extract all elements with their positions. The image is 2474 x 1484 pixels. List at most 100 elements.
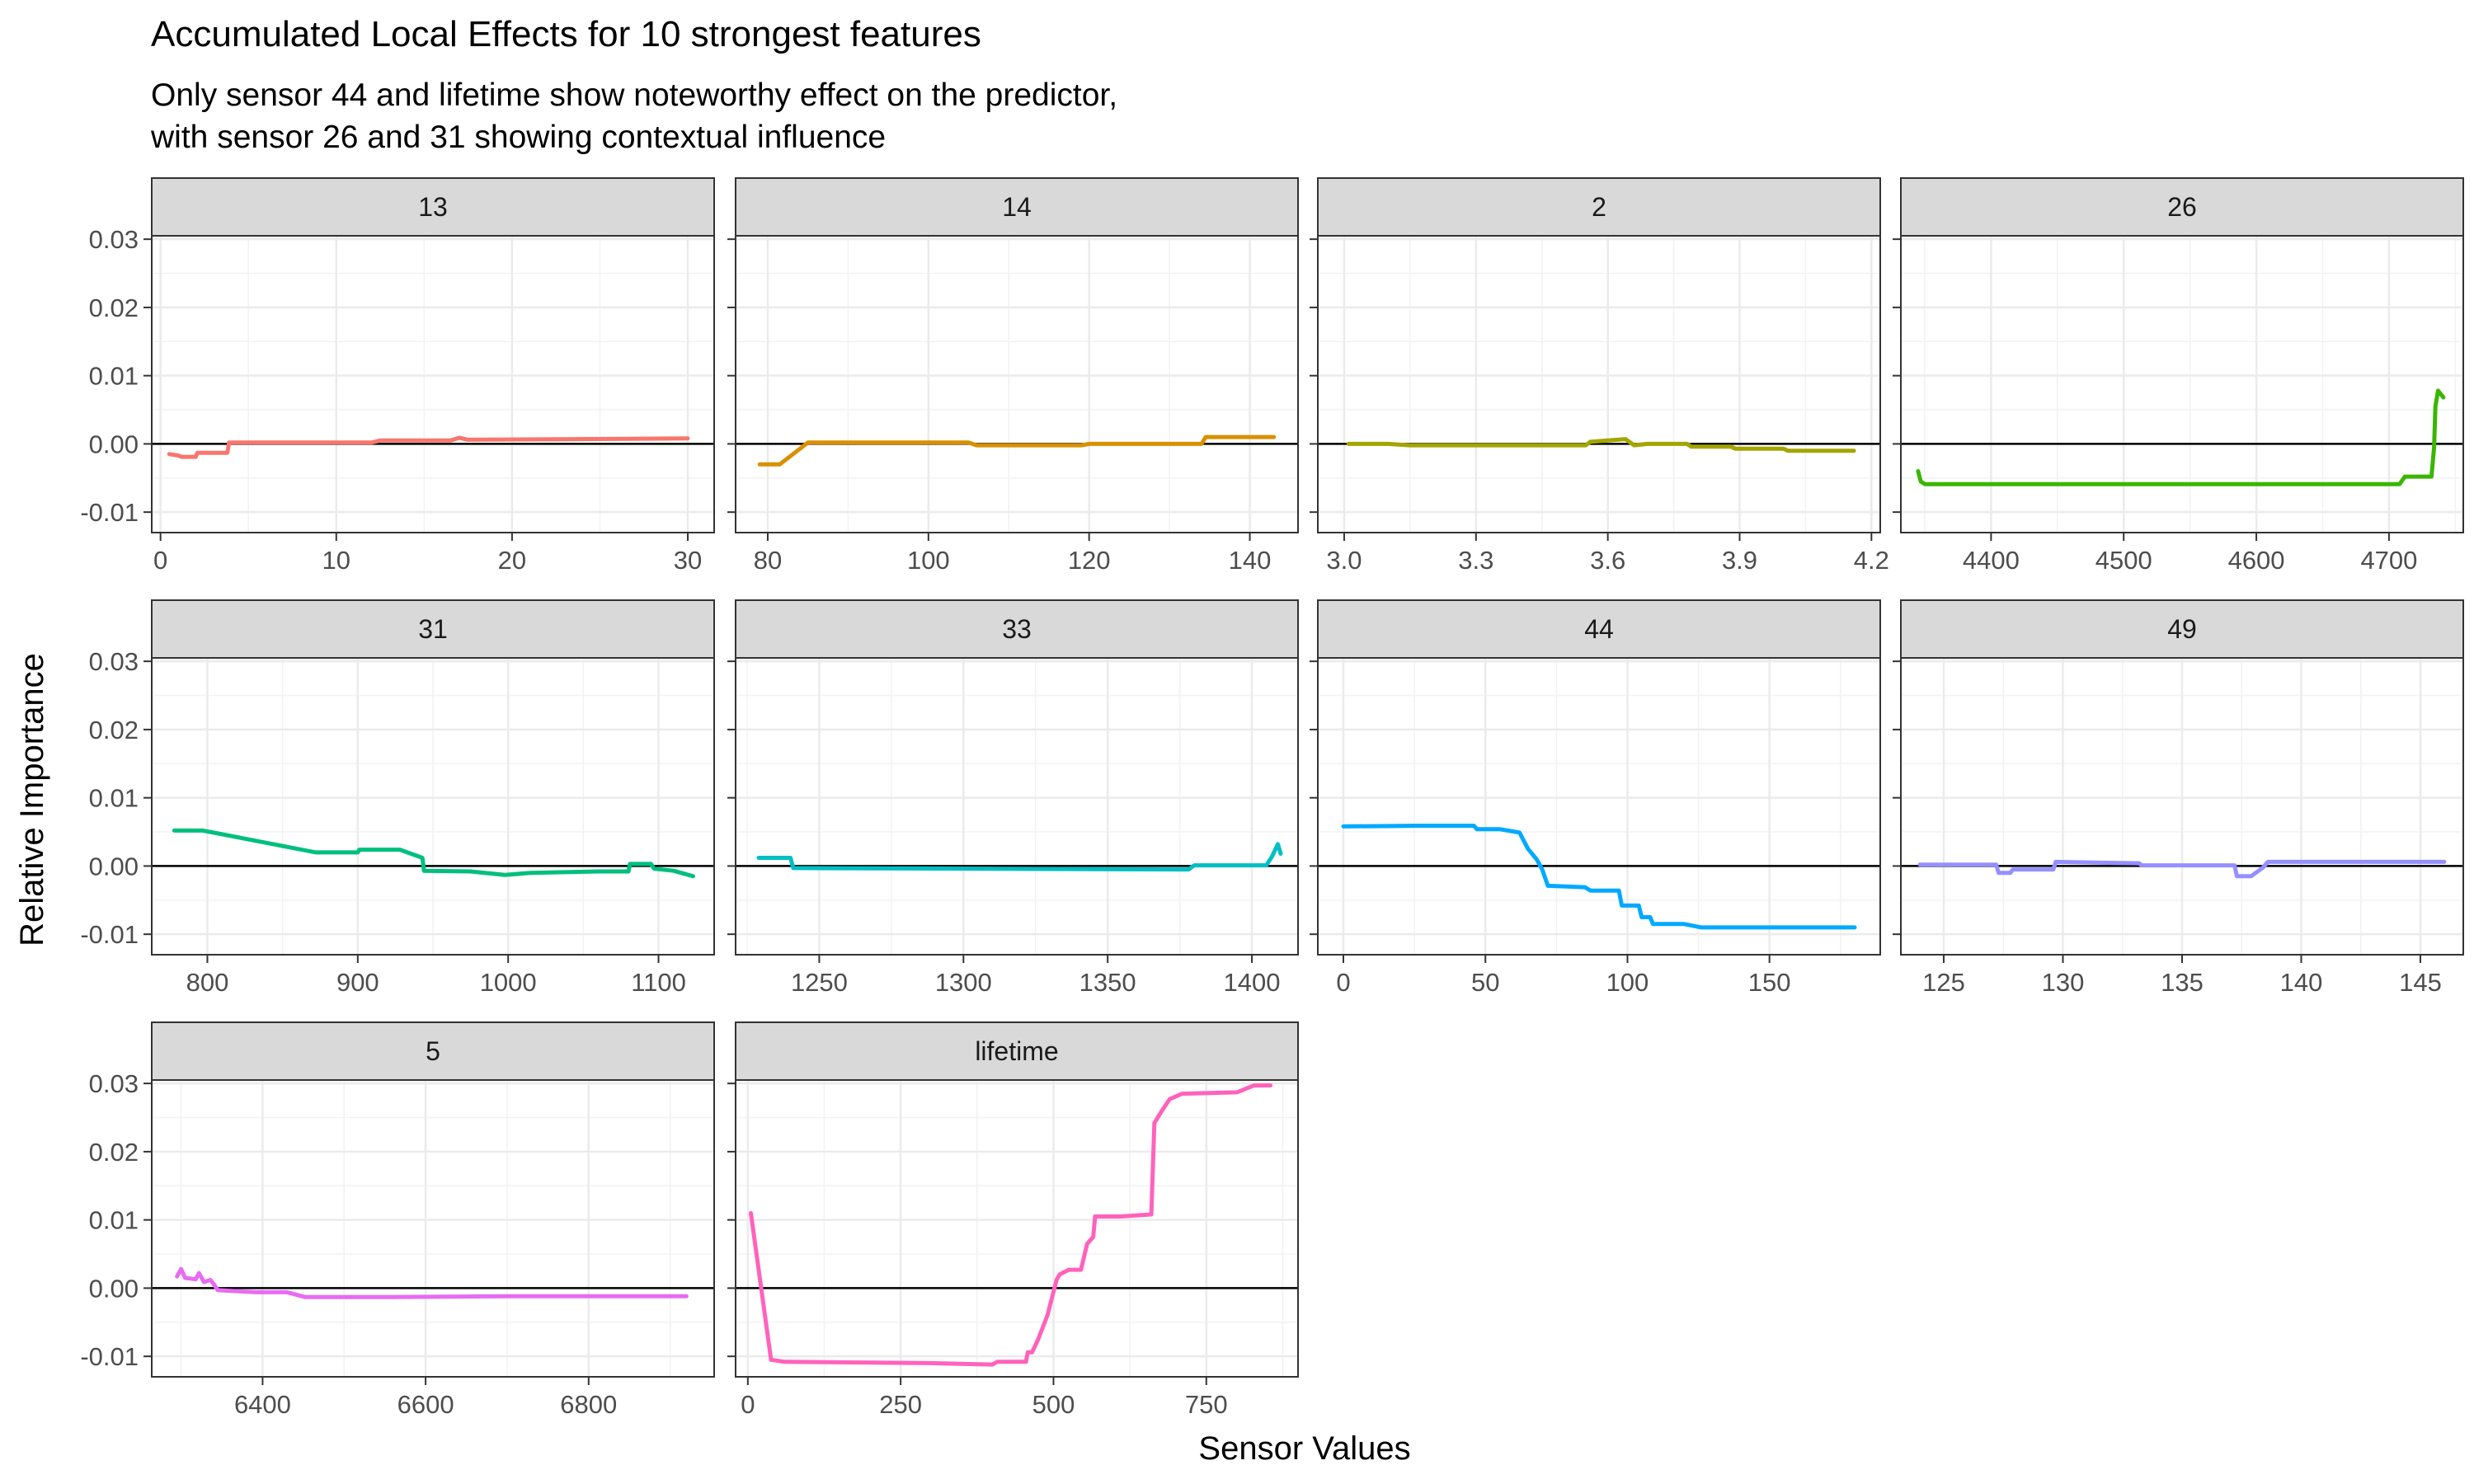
x-tick-label: 30 <box>674 546 702 575</box>
facet-strip <box>735 599 1299 659</box>
panel-border <box>735 657 1299 956</box>
x-tick-label: 6400 <box>234 1390 291 1419</box>
series-line-33 <box>756 842 1283 872</box>
x-tick-label: 0 <box>741 1390 755 1419</box>
y-axis-title: Relative Importance <box>14 653 50 946</box>
facet-panel-14: 14 80 100 120 140 <box>727 177 1299 575</box>
panel-border <box>1317 657 1881 956</box>
x-tick-label: 750 <box>1185 1390 1228 1419</box>
y-tick-label: 0.02 <box>89 716 139 744</box>
y-tick-label: -0.01 <box>80 920 139 949</box>
facet-strip <box>1900 599 2464 659</box>
panel-background <box>1318 236 1880 533</box>
facet-strip <box>1317 599 1881 659</box>
series-line-5 <box>175 1266 689 1299</box>
panel-border <box>151 657 715 956</box>
facet-panel-2: 2 3.0 3.3 3.6 3.9 4.2 <box>1310 177 1889 575</box>
x-tick-label: 4600 <box>2228 546 2285 575</box>
x-axis-title: Sensor Values <box>1198 1430 1410 1467</box>
x-tick-label: 4.2 <box>1854 546 1889 575</box>
chart-subtitle-line-1: Only sensor 44 and lifetime show notewor… <box>151 77 1117 113</box>
y-tick-label: 0.01 <box>89 784 139 813</box>
x-tick-label: 140 <box>2280 968 2323 997</box>
panel-border <box>1900 235 2464 533</box>
x-tick-label: 10 <box>322 546 350 575</box>
x-tick-label: 3.6 <box>1590 546 1625 575</box>
y-tick-label: -0.01 <box>80 498 139 527</box>
facet-panel-44: 44 0 50 100 150 <box>1310 599 1881 997</box>
facet-panel-13: 13 0 10 20 30 -0.01 0.00 0.01 0.02 0.03 <box>80 177 715 575</box>
series-line-31 <box>172 828 695 879</box>
y-tick-label: 0.03 <box>89 647 139 676</box>
x-tick-label: 125 <box>1922 968 1965 997</box>
x-tick-label: 1000 <box>480 968 537 997</box>
facet-strip <box>735 177 1299 237</box>
series-line-13 <box>167 435 690 459</box>
x-tick-label: 1350 <box>1079 968 1136 997</box>
x-tick-label: 145 <box>2399 968 2442 997</box>
x-tick-label: 1300 <box>935 968 992 997</box>
x-tick-label: 50 <box>1471 968 1499 997</box>
panel-background <box>1318 658 1880 955</box>
y-tick-label: 0.03 <box>89 225 139 254</box>
facet-strip <box>151 599 715 659</box>
y-tick-label: 0.02 <box>89 1138 139 1167</box>
facet-strip-label: 44 <box>1584 614 1614 644</box>
x-tick-label: 3.9 <box>1722 546 1757 575</box>
x-tick-label: 6600 <box>397 1390 454 1419</box>
panel-border <box>735 1079 1299 1378</box>
y-tick-label: 0.00 <box>89 852 139 881</box>
series-line-49 <box>1917 859 2447 879</box>
panel-background <box>736 658 1298 955</box>
series-line-lifetime <box>749 1083 1273 1367</box>
x-tick-label: 100 <box>1606 968 1649 997</box>
x-tick-label: 120 <box>1068 546 1111 575</box>
x-tick-label: 1400 <box>1224 968 1281 997</box>
panel-border <box>151 235 715 533</box>
facet-strip <box>1317 177 1881 237</box>
panel-background <box>736 236 1298 533</box>
panel-background <box>1901 236 2463 533</box>
x-tick-label: 150 <box>1748 968 1791 997</box>
y-tick-label: 0.01 <box>89 1206 139 1235</box>
facet-strip-label: 49 <box>2167 614 2197 644</box>
facet-strip-label: lifetime <box>975 1036 1058 1066</box>
y-tick-label: 0.01 <box>89 362 139 391</box>
facet-strip <box>151 1021 715 1081</box>
facet-panel-5: 5 6400 6600 6800 -0.01 0.00 0.01 0.02 0.03 <box>80 1021 715 1419</box>
y-tick-label: 0.00 <box>89 430 139 458</box>
chart-title: Accumulated Local Effects for 10 stronge… <box>151 14 981 54</box>
facet-strip <box>735 1021 1299 1081</box>
panel-border <box>735 235 1299 533</box>
y-tick-label: -0.01 <box>80 1342 139 1371</box>
x-tick-label: 3.0 <box>1326 546 1362 575</box>
facet-strip-label: 31 <box>418 614 448 644</box>
facet-strip <box>151 177 715 237</box>
facet-strip-label: 33 <box>1002 614 1032 644</box>
chart-subtitle-line-2: with sensor 26 and 31 showing contextual… <box>150 120 886 155</box>
panel-background <box>152 236 714 533</box>
facet-panel-31: 31 800 900 1000 1100 -0.01 0.00 0.01 0.02 0.03 <box>80 599 715 997</box>
facet-strip-label: 13 <box>418 192 448 222</box>
panel-border <box>1317 235 1881 533</box>
x-tick-label: 0 <box>153 546 167 575</box>
x-tick-label: 250 <box>879 1390 922 1419</box>
x-tick-label: 4700 <box>2360 546 2417 575</box>
x-tick-label: 1100 <box>631 968 686 997</box>
series-line-44 <box>1341 824 1857 930</box>
facet-panel-lifetime: lifetime 0 250 500 750 <box>727 1021 1299 1419</box>
x-tick-label: 0 <box>1336 968 1350 997</box>
facet-panel-49: 49 125 130 135 140 145 <box>1893 599 2464 997</box>
y-tick-label: 0.03 <box>89 1069 139 1098</box>
facet-strip-label: 5 <box>426 1036 440 1066</box>
panel-border <box>151 1079 715 1378</box>
facet-strip-label: 2 <box>1592 192 1606 222</box>
x-tick-label: 20 <box>498 546 526 575</box>
facet-strip-label: 26 <box>2167 192 2197 222</box>
panel-background <box>736 1080 1298 1377</box>
y-tick-label: 0.02 <box>89 294 139 322</box>
series-line-2 <box>1346 437 1856 453</box>
y-tick-label: 0.00 <box>89 1274 139 1303</box>
series-line-14 <box>757 434 1277 467</box>
